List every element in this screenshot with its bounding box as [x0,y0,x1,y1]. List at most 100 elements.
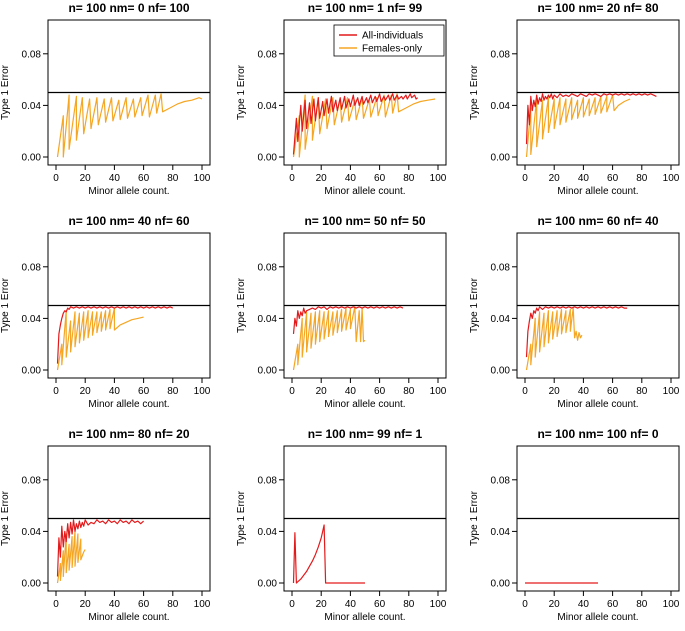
x-tick-label: 100 [663,599,680,610]
x-tick-label: 80 [636,173,648,184]
x-tick-label: 80 [167,386,179,397]
y-axis-label: Type 1 Error [0,64,11,120]
x-axis-label: Minor allele count. [557,399,638,410]
x-tick-label: 100 [663,173,680,184]
y-axis-label: Type 1 Error [469,64,480,120]
x-axis-label: Minor allele count. [88,186,169,197]
panel-title: n= 100 nm= 40 nf= 60 [68,214,189,228]
panel-title: n= 100 nm= 1 nf= 99 [308,1,423,15]
panel-2: n= 100 nm= 1 nf= 99 0.00 0.04 0.08 0 20 40 60 80… [236,1,447,197]
all-individuals-line [525,93,657,145]
females-only-line [292,306,366,371]
x-tick-label: 20 [80,386,92,397]
x-tick-label: 0 [289,173,295,184]
x-tick-label: 60 [607,599,619,610]
panel-title: n= 100 nm= 0 nf= 100 [68,1,189,15]
y-tick-label: 0.04 [491,527,511,538]
y-tick-label: 0.08 [22,262,42,273]
x-tick-label: 40 [345,599,357,610]
females-only-line [56,307,144,371]
x-tick-label: 80 [403,386,415,397]
y-tick-label: 0.00 [258,153,278,164]
y-tick-label: 0.04 [22,527,42,538]
y-tick-label: 0.08 [491,475,511,486]
x-tick-label: 80 [403,599,415,610]
y-axis-label: Type 1 Error [236,64,247,120]
x-tick-label: 40 [345,386,357,397]
y-tick-label: 0.04 [491,314,511,325]
y-axis-label: Type 1 Error [469,277,480,333]
x-axis-label: Minor allele count. [324,612,405,623]
x-tick-label: 80 [636,599,648,610]
x-tick-label: 100 [430,599,447,610]
x-tick-label: 60 [138,599,150,610]
panel-title: n= 100 nm= 80 nf= 20 [68,427,189,441]
x-tick-label: 60 [374,386,386,397]
x-tick-label: 100 [194,386,211,397]
x-tick-label: 20 [316,599,328,610]
y-tick-label: 0.00 [491,153,511,164]
x-tick-label: 20 [549,599,561,610]
y-tick-label: 0.04 [22,314,42,325]
x-tick-label: 100 [663,386,680,397]
x-axis-label: Minor allele count. [557,612,638,623]
x-tick-label: 40 [109,173,121,184]
y-tick-label: 0.08 [491,49,511,60]
legend-label: All-individuals [362,31,423,42]
females-only-line [525,307,583,371]
y-tick-label: 0.00 [491,579,511,590]
x-tick-label: 80 [403,173,415,184]
x-tick-label: 40 [109,599,121,610]
y-tick-label: 0.04 [491,101,511,112]
all-individuals-line [292,93,418,155]
females-only-line [56,93,203,158]
legend-label: Females-only [362,44,422,55]
panel-5: n= 100 nm= 50 nf= 50 0.00 0.04 0.08 0 20 40 60 8… [236,214,447,410]
x-tick-label: 80 [636,386,648,397]
y-tick-label: 0.00 [22,153,42,164]
x-axis-label: Minor allele count. [324,399,405,410]
x-tick-label: 60 [138,386,150,397]
x-tick-label: 40 [345,173,357,184]
panel-3: n= 100 nm= 20 nf= 80 0.00 0.04 0.08 0 20 40 60 8… [469,1,680,197]
females-only-line [56,530,86,584]
y-tick-label: 0.00 [22,366,42,377]
x-tick-label: 20 [80,599,92,610]
all-individuals-line [292,524,365,584]
y-axis-label: Type 1 Error [469,490,480,546]
y-tick-label: 0.04 [258,314,278,325]
panel-6: n= 100 nm= 60 nf= 40 0.00 0.04 0.08 0 20 40 60 8… [469,214,680,410]
legend-box [333,24,445,57]
x-tick-label: 0 [522,386,528,397]
x-tick-label: 60 [374,173,386,184]
panel-4: n= 100 nm= 40 nf= 60 0.00 0.04 0.08 0 20 40 60 8… [0,214,211,410]
x-tick-label: 40 [109,386,121,397]
y-axis-label: Type 1 Error [0,277,11,333]
x-tick-label: 60 [374,599,386,610]
y-tick-label: 0.08 [258,262,278,273]
x-tick-label: 20 [80,173,92,184]
panel-title: n= 100 nm= 99 nf= 1 [308,427,423,441]
x-axis-label: Minor allele count. [88,612,169,623]
panel-title: n= 100 nm= 20 nf= 80 [537,1,658,15]
y-tick-label: 0.04 [258,527,278,538]
y-tick-label: 0.04 [258,101,278,112]
all-individuals-line [525,306,628,358]
all-individuals-line [292,306,404,334]
x-tick-label: 80 [167,599,179,610]
x-tick-label: 60 [607,173,619,184]
x-tick-label: 0 [53,386,59,397]
y-tick-label: 0.00 [491,366,511,377]
y-axis-label: Type 1 Error [236,490,247,546]
x-tick-label: 60 [138,173,150,184]
y-tick-label: 0.08 [258,49,278,60]
y-axis-label: Type 1 Error [236,277,247,333]
x-tick-label: 20 [316,386,328,397]
x-tick-label: 20 [549,386,561,397]
all-individuals-line [56,306,174,364]
y-tick-label: 0.00 [258,579,278,590]
x-tick-label: 0 [522,599,528,610]
y-tick-label: 0.08 [258,475,278,486]
